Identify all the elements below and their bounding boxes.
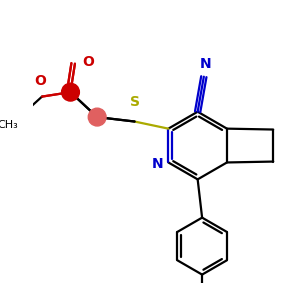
Circle shape xyxy=(61,83,80,101)
Text: N: N xyxy=(200,57,212,71)
Text: N: N xyxy=(152,157,163,171)
Text: CH₃: CH₃ xyxy=(0,120,18,130)
Circle shape xyxy=(88,108,106,126)
Text: O: O xyxy=(34,74,46,88)
Text: O: O xyxy=(82,55,94,69)
Text: S: S xyxy=(130,95,140,109)
